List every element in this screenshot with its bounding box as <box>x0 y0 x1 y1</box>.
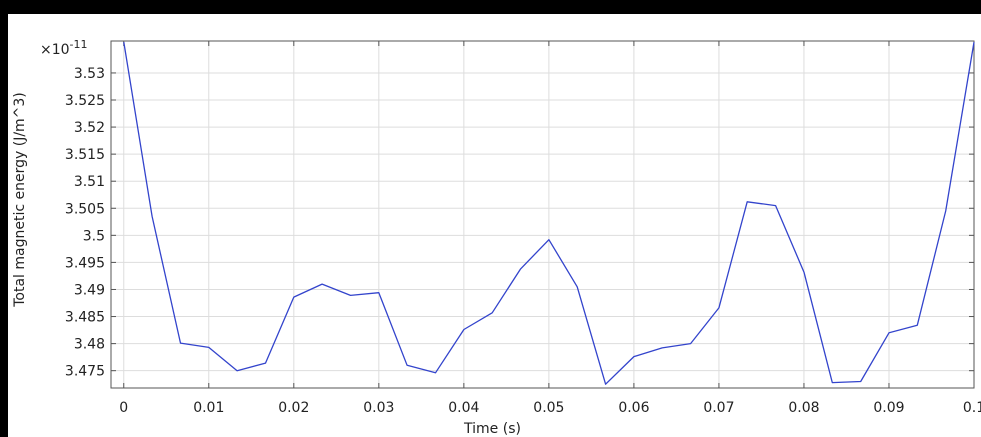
grid <box>111 41 975 388</box>
x-tick-label: 0.02 <box>278 400 309 416</box>
x-tick-label: 0.08 <box>788 400 819 416</box>
y-tick-label: 3.52 <box>74 120 105 136</box>
y-tick-label: 3.51 <box>74 174 105 190</box>
y-tick-label: 3.495 <box>65 255 105 271</box>
x-tick-label: 0.01 <box>193 400 224 416</box>
x-tick-label: 0.09 <box>873 400 904 416</box>
x-tick-label: 0.03 <box>363 400 394 416</box>
series-layer <box>123 41 975 385</box>
y-tick-label: 3.53 <box>74 66 105 82</box>
y-tick-label: 3.48 <box>74 337 105 353</box>
series-line <box>123 41 975 385</box>
y-tick-label: 3.525 <box>65 93 105 109</box>
chart-panel: 0 0.01 0.02 0.03 0.04 0.05 0.06 0.07 0.08 0.09 0.1… <box>8 14 981 437</box>
y-tick-label: 3.505 <box>65 201 105 217</box>
y-tick-label: 3.5 <box>83 228 105 244</box>
line-chart: 0 0.01 0.02 0.03 0.04 0.05 0.06 0.07 0.08 0.09 0.1… <box>12 38 981 437</box>
y-axis-multiplier: ×10-11 <box>40 38 88 58</box>
x-axis-title: Time (s) <box>463 421 521 437</box>
x-tick-label: 0.04 <box>448 400 479 416</box>
x-tick-label: 0 <box>119 400 128 416</box>
x-tick-label: 0.06 <box>618 400 649 416</box>
tick-marks <box>111 41 975 388</box>
x-tick-label: 0.05 <box>533 400 564 416</box>
y-tick-label: 3.485 <box>65 310 105 326</box>
x-tick-label: 0.07 <box>703 400 734 416</box>
plot-frame <box>110 40 975 389</box>
tick-labels: 0 0.01 0.02 0.03 0.04 0.05 0.06 0.07 0.08 0.09 0.1… <box>65 66 981 416</box>
y-axis-title: Total magnetic energy (J/m^3) <box>12 92 28 308</box>
y-tick-label: 3.49 <box>74 282 105 298</box>
y-tick-label: 3.515 <box>65 147 105 163</box>
y-tick-label: 3.475 <box>65 364 105 380</box>
x-tick-label: 0.1 <box>963 400 981 416</box>
